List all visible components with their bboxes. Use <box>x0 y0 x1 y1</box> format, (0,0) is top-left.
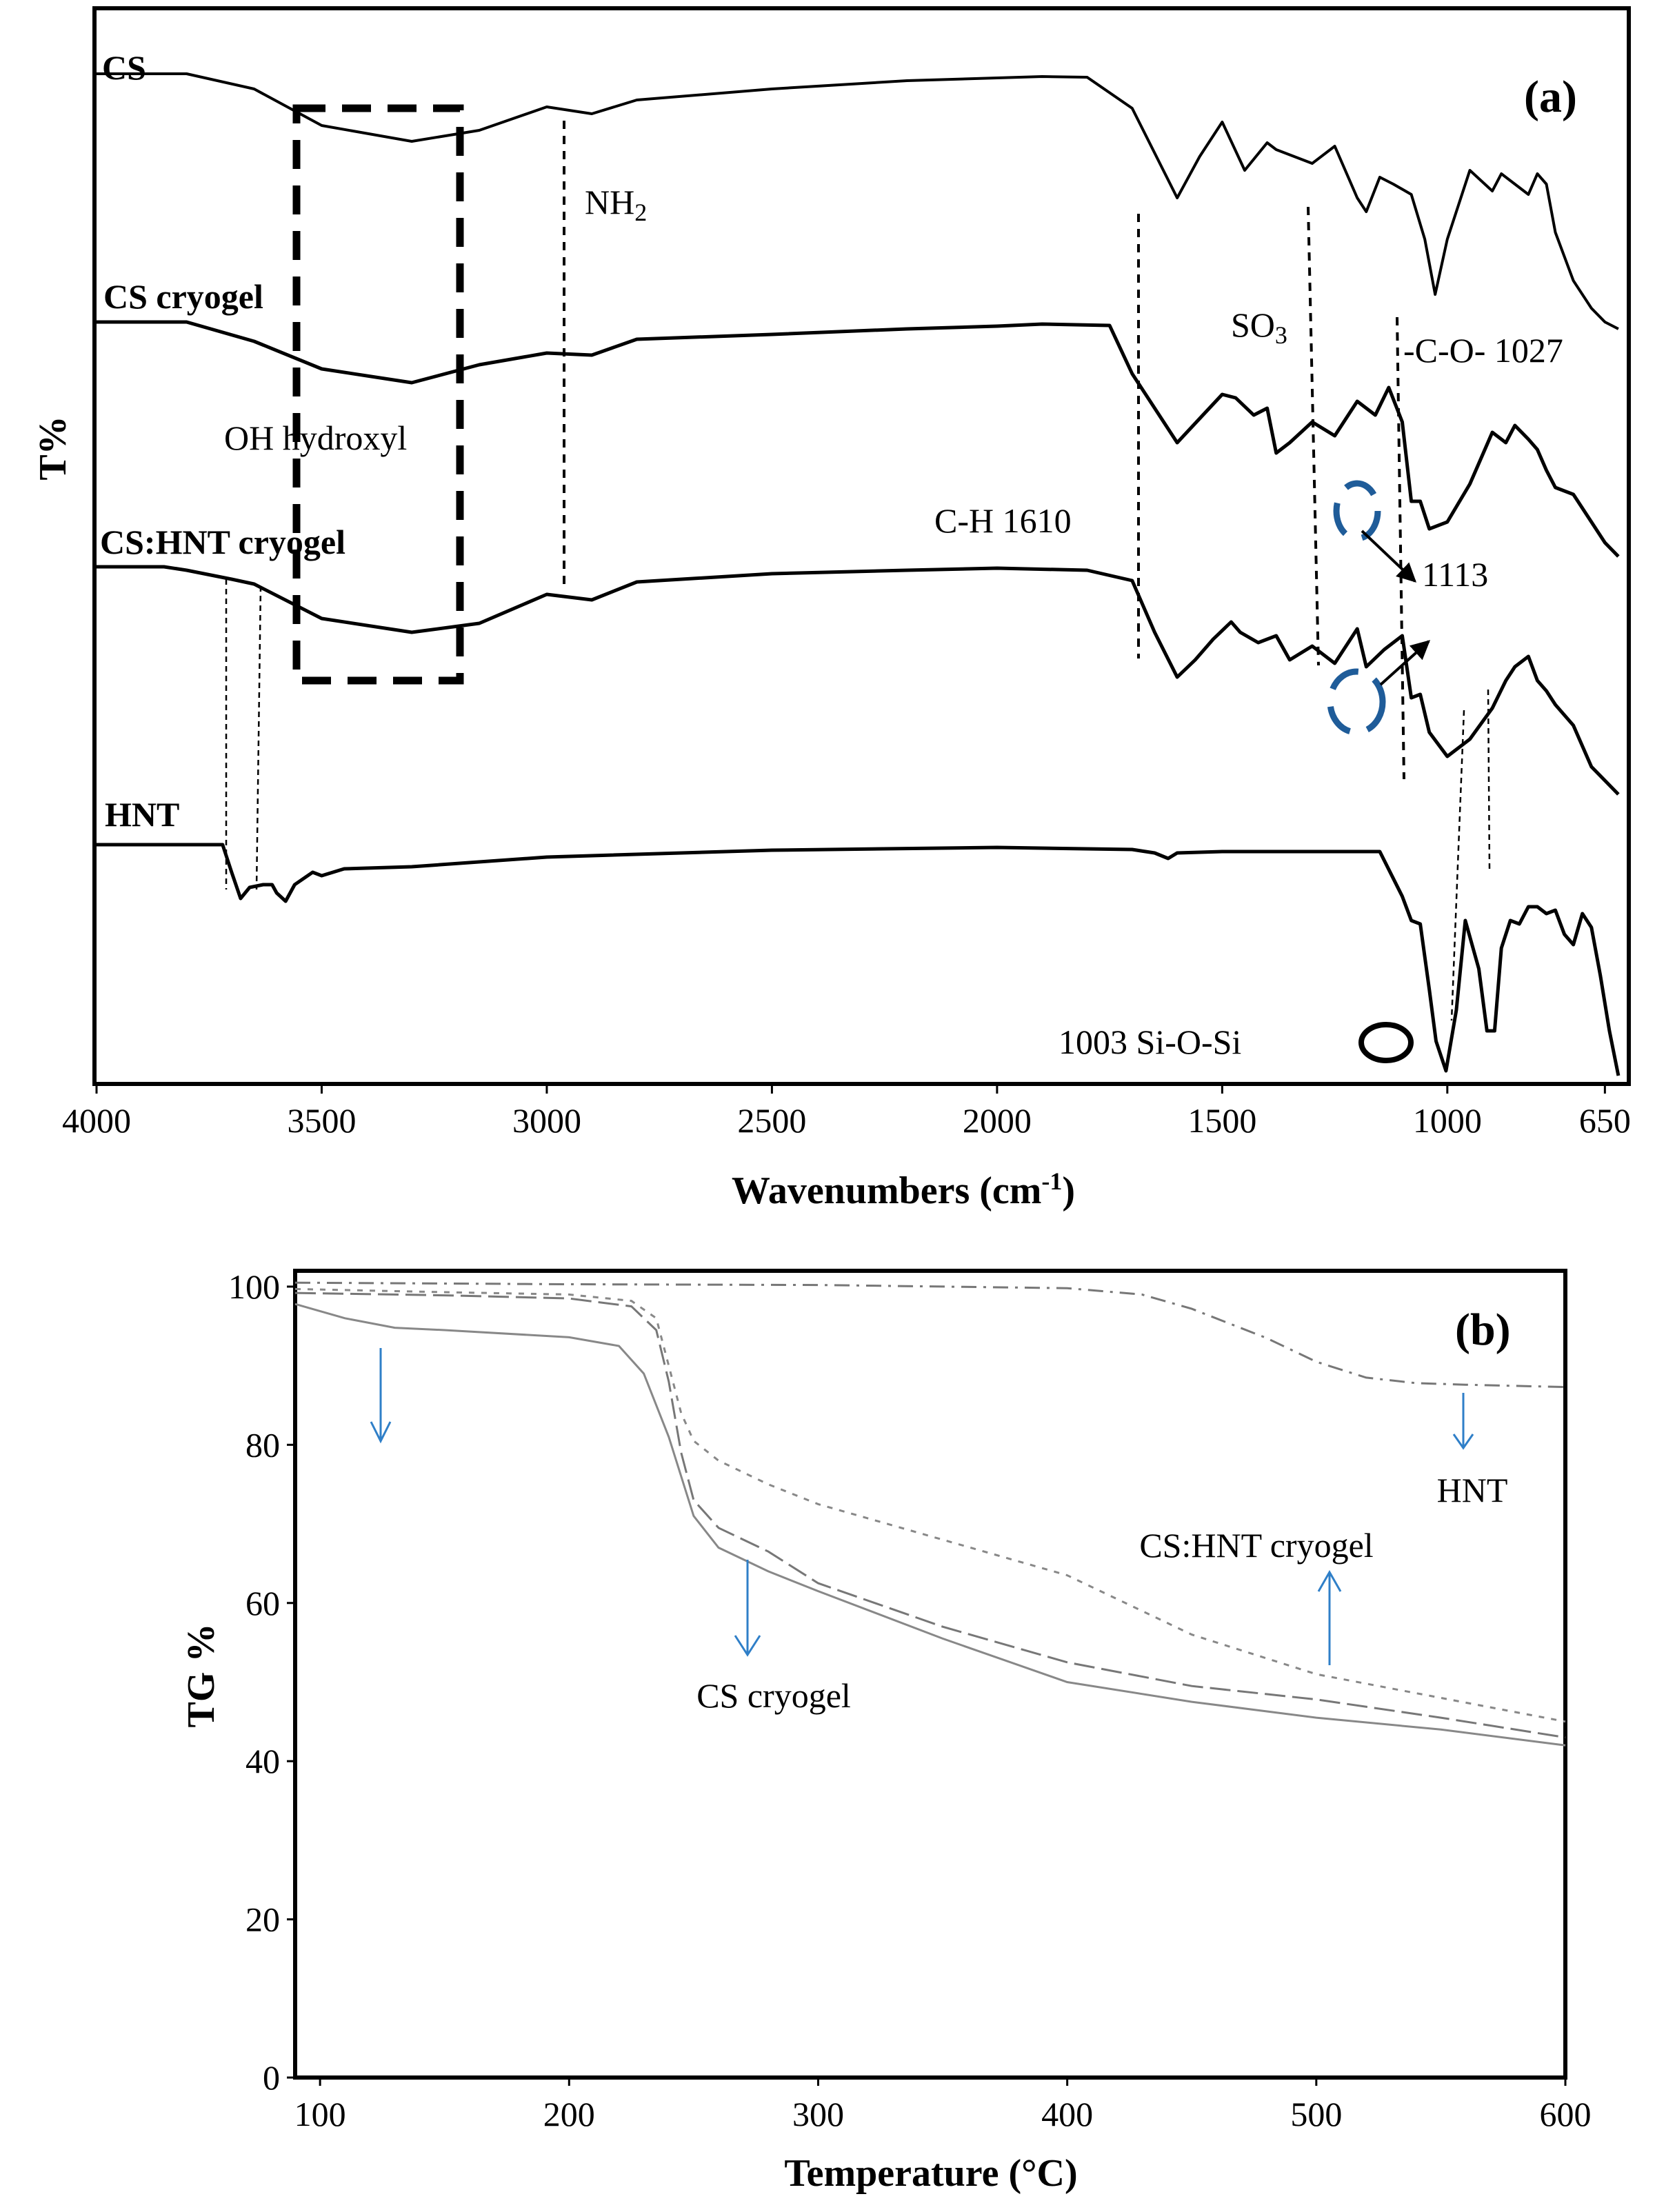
ftir-panel: CS CS cryogel CS:HNT cryogel HNT (a) <box>32 6 1631 1212</box>
tga-x-tick-label: 100 <box>294 2095 346 2133</box>
tga-x-tick-label: 300 <box>792 2095 844 2133</box>
tga-y-tick-label: 100 <box>228 1267 280 1306</box>
arrow-cs-hnt-cryogel <box>1317 1569 1342 1665</box>
ftir-x-tick-label: 650 <box>1579 1101 1631 1140</box>
tga-arrows <box>370 1348 1474 1665</box>
tga-panel: 100 200 300 400 500 600 0 20 40 60 80 100 (b) CS cr… <box>180 1267 1592 2195</box>
panel-tag-b: (b) <box>1455 1305 1511 1355</box>
trace-label-cs: CS <box>102 48 146 87</box>
panel-tag-a: (a) <box>1524 72 1577 122</box>
arrow-1113-down <box>1361 530 1417 583</box>
tga-curve-cs-cryogel <box>294 1291 1566 1739</box>
arrow-cs-cryogel <box>734 1560 761 1657</box>
highlight-circles <box>1327 480 1386 736</box>
tga-plot-frame <box>293 1269 1567 2080</box>
ftir-x-tick-label: 2000 <box>963 1101 1032 1140</box>
ftir-x-ticks: 4000 3500 3000 2500 2000 1500 1000 650 <box>62 1084 1631 1140</box>
highlight-circle-cryogel <box>1333 480 1381 542</box>
trace-label-cs-cryogel: CS cryogel <box>103 277 263 316</box>
tga-curve-cs <box>294 1303 1566 1747</box>
highlight-circle-cs-hnt <box>1327 668 1386 736</box>
hnt-sio-guide-1 <box>1450 710 1465 1021</box>
annotation-ch-1610: C-H 1610 <box>934 501 1072 540</box>
tga-x-tick-label: 600 <box>1540 2095 1592 2133</box>
tga-y-tick-label: 0 <box>263 2058 280 2097</box>
so3-guide-line <box>1307 206 1320 666</box>
ftir-trace-cs <box>97 72 1619 330</box>
tga-label-cs-cryogel: CS cryogel <box>696 1676 851 1715</box>
tga-y-axis-title: TG % <box>180 1624 223 1728</box>
tga-x-tick-label: 400 <box>1041 2095 1093 2133</box>
arrow-cs-step <box>370 1348 392 1444</box>
ftir-x-axis-title-close: ) <box>1062 1169 1075 1212</box>
tga-label-cs-hnt-cryogel: CS:HNT cryogel <box>1139 1526 1373 1565</box>
ftir-x-tick-label: 4000 <box>62 1101 131 1140</box>
tga-y-tick-label: 60 <box>245 1584 280 1622</box>
tga-y-tick-label: 20 <box>245 1900 280 1939</box>
ftir-x-tick-label: 3000 <box>512 1101 581 1140</box>
annotation-1113: 1113 <box>1422 555 1488 594</box>
tga-curve-hnt <box>294 1281 1566 1389</box>
ftir-trace-cs-hnt-cryogel <box>97 565 1620 796</box>
ftir-x-tick-label: 1000 <box>1413 1101 1482 1140</box>
oh-region-box <box>292 104 464 685</box>
tga-label-hnt: HNT <box>1437 1471 1508 1509</box>
ftir-spectra <box>97 72 1621 1076</box>
ftir-x-axis-title: Wavenumbers (cm-1) <box>732 1167 1075 1212</box>
sioxsi-circle <box>1358 1022 1414 1063</box>
hnt-oh-guide-2 <box>255 585 262 890</box>
co-guide-line <box>1396 316 1405 780</box>
ftir-x-tick-label: 3500 <box>287 1101 356 1140</box>
tga-curves <box>294 1281 1566 1747</box>
ftir-trace-cs-cryogel <box>97 320 1620 558</box>
annotation-so3-sub: 3 <box>1275 321 1287 349</box>
trace-label-hnt: HNT <box>105 795 179 834</box>
tga-y-tick-label: 80 <box>245 1425 280 1464</box>
tga-x-tick-label: 200 <box>543 2095 595 2133</box>
annotation-so3-main: SO <box>1231 305 1275 344</box>
tga-x-tick-label: 500 <box>1290 2095 1342 2133</box>
annotation-co-1027: -C-O- 1027 <box>1403 331 1563 370</box>
annotation-nh2: NH2 <box>585 183 647 226</box>
annotation-nh2-sub: 2 <box>634 199 647 226</box>
tga-ticks: 100 200 300 400 500 600 0 20 40 60 80 100 <box>228 1267 1592 2133</box>
tga-curve-cs-hnt-cryogel <box>294 1287 1566 1723</box>
ftir-x-tick-label: 1500 <box>1187 1101 1256 1140</box>
tga-y-tick-label: 40 <box>245 1742 280 1780</box>
hnt-guide-lines <box>225 579 1491 1021</box>
ftir-trace-hnt <box>97 843 1621 1076</box>
arrow-1113-up <box>1379 640 1431 686</box>
annotation-so3: SO3 <box>1231 305 1287 349</box>
hnt-sio-guide-2 <box>1487 689 1491 869</box>
annotation-sioxsi-1003: 1003 Si-O-Si <box>1059 1023 1241 1061</box>
ftir-plot-frame <box>92 6 1631 1086</box>
ftir-y-axis-title: T% <box>32 416 74 480</box>
peak-guide-lines <box>563 121 1405 780</box>
ftir-x-axis-title-text: Wavenumbers (cm <box>732 1169 1042 1212</box>
annotation-nh2-main: NH <box>585 183 634 221</box>
arrow-hnt <box>1452 1393 1474 1450</box>
annotation-oh-hydroxyl: OH hydroxyl <box>224 419 407 457</box>
ftir-x-axis-title-sup: -1 <box>1041 1167 1062 1195</box>
tga-x-axis-title: Temperature (°C) <box>784 2152 1077 2195</box>
trace-label-cs-hnt-cryogel: CS:HNT cryogel <box>100 523 345 561</box>
ftir-x-tick-label: 2500 <box>737 1101 806 1140</box>
